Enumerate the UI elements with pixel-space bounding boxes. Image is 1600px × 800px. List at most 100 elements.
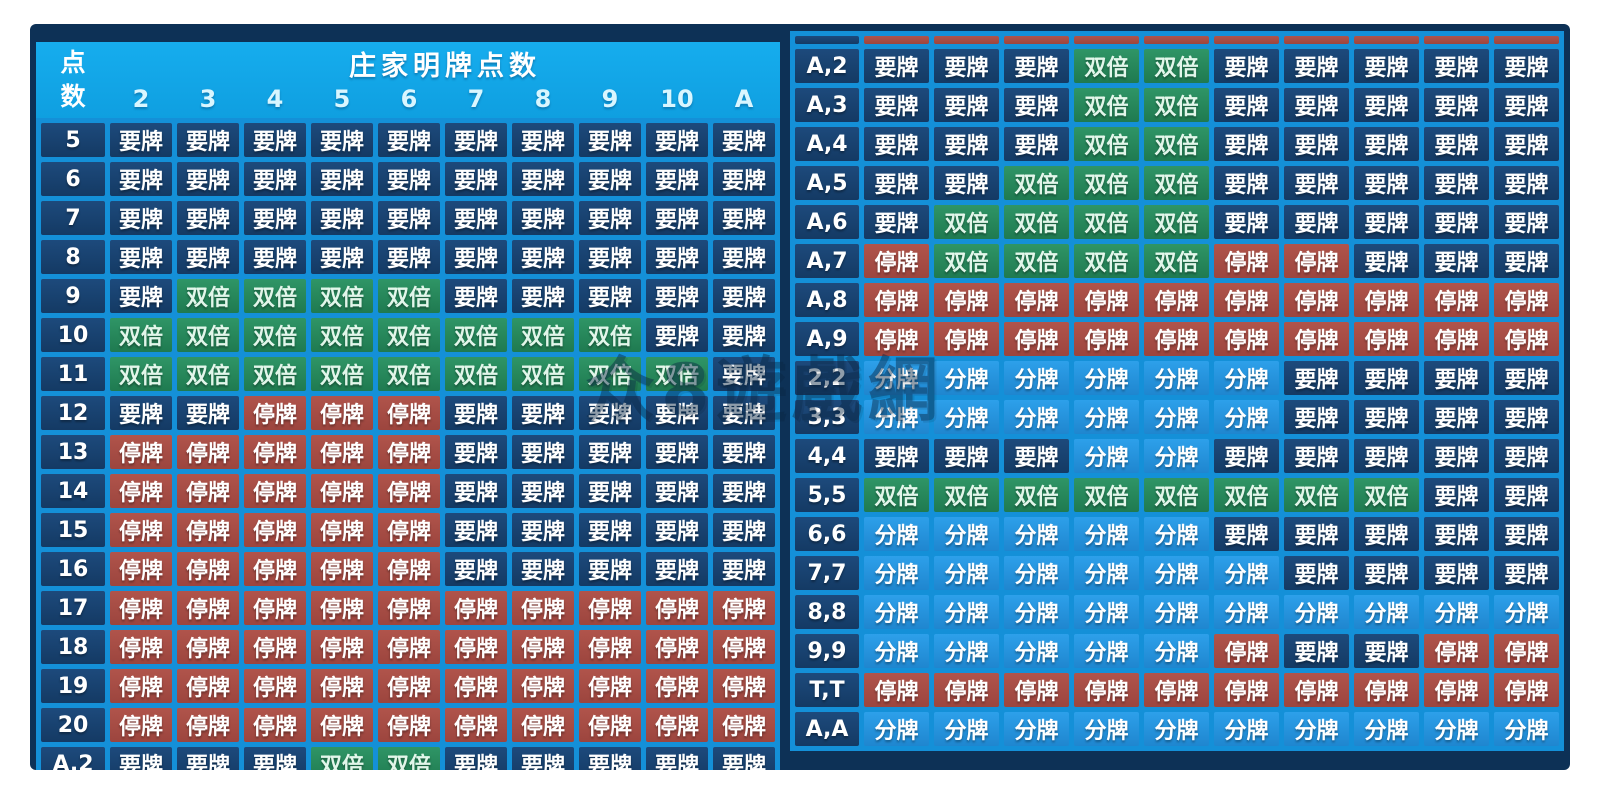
dealer-header-area: 庄家明牌点数 2 3 4 5 6 7 8 9 10 A xyxy=(110,42,780,118)
strategy-cell-double: 双倍 xyxy=(1074,244,1139,278)
strategy-cell-double: 双倍 xyxy=(378,357,440,391)
strategy-row: A,7 停牌 双倍 双倍 双倍 双倍 停牌 停牌 要牌 要牌 要牌 xyxy=(795,244,1559,278)
hand-label: 3,3 xyxy=(795,400,859,434)
strategy-row: 20 停牌 停牌 停牌 停牌 停牌 停牌 停牌 停牌 停牌 停牌 xyxy=(41,708,775,742)
strategy-cell-stand: 停牌 xyxy=(646,669,708,703)
strategy-cell-split: 分牌 xyxy=(864,556,929,590)
strategy-cell-hit: 要牌 xyxy=(512,279,574,313)
strategy-cell-hit: 要牌 xyxy=(864,49,929,83)
strategy-cell-double: 双倍 xyxy=(311,279,373,313)
strategy-cell-stand xyxy=(1214,36,1279,44)
strategy-cell-stand: 停牌 xyxy=(110,630,172,664)
hand-label: 8,8 xyxy=(795,595,859,629)
strategy-cell-stand: 停牌 xyxy=(1354,673,1419,707)
strategy-cell-split: 分牌 xyxy=(1214,361,1279,395)
strategy-cell-double: 双倍 xyxy=(1144,166,1209,200)
strategy-cell-hit: 要牌 xyxy=(1494,205,1559,239)
strategy-cell-stand: 停牌 xyxy=(378,708,440,742)
strategy-cell-double: 双倍 xyxy=(1144,88,1209,122)
hand-label: A,8 xyxy=(795,283,859,317)
strategy-cell-split: 分牌 xyxy=(864,361,929,395)
hand-label: A,7 xyxy=(795,244,859,278)
strategy-cell-hit: 要牌 xyxy=(110,279,172,313)
strategy-cell-hit: 要牌 xyxy=(512,513,574,547)
strategy-cell-stand: 停牌 xyxy=(1144,283,1209,317)
dealer-upcard-value: 2 xyxy=(132,85,150,113)
strategy-cell-hit: 要牌 xyxy=(646,201,708,235)
strategy-cell-hit: 要牌 xyxy=(512,201,574,235)
strategy-cell-hit: 要牌 xyxy=(1354,400,1419,434)
strategy-cell-hit: 要牌 xyxy=(1354,205,1419,239)
strategy-cell-stand: 停牌 xyxy=(1214,634,1279,668)
strategy-cell-hit: 要牌 xyxy=(445,435,507,469)
strategy-cell-stand xyxy=(1354,36,1419,44)
strategy-row: A,2 要牌 要牌 要牌 双倍 双倍 要牌 要牌 要牌 要牌 要牌 xyxy=(41,747,775,770)
strategy-cell-hit: 要牌 xyxy=(1494,127,1559,161)
strategy-cell-hit: 要牌 xyxy=(1004,49,1069,83)
strategy-row: 8 要牌 要牌 要牌 要牌 要牌 要牌 要牌 要牌 要牌 要牌 xyxy=(41,240,775,274)
strategy-cell-hit: 要牌 xyxy=(1354,88,1419,122)
strategy-cell-double: 双倍 xyxy=(244,318,306,352)
strategy-cell-hit: 要牌 xyxy=(1424,49,1489,83)
strategy-cell-hit: 要牌 xyxy=(244,201,306,235)
strategy-cell-stand: 停牌 xyxy=(110,474,172,508)
strategy-cell-hit: 要牌 xyxy=(713,747,775,770)
strategy-cell-hit: 要牌 xyxy=(1494,49,1559,83)
strategy-cell-hit: 要牌 xyxy=(579,435,641,469)
hand-label: A,4 xyxy=(795,127,859,161)
strategy-cell-hit: 要牌 xyxy=(177,201,239,235)
strategy-cell-hit: 要牌 xyxy=(512,552,574,586)
strategy-cell-double: 双倍 xyxy=(934,244,999,278)
strategy-cell-hit: 要牌 xyxy=(1424,400,1489,434)
hard-totals-grid: 5 要牌 要牌 要牌 要牌 要牌 要牌 要牌 要牌 要牌 要牌 6 要牌 要牌 要牌 要牌 要牌 要牌 要牌 要牌 要牌… xyxy=(36,118,780,770)
strategy-cell-hit: 要牌 xyxy=(1214,88,1279,122)
strategy-cell-stand: 停牌 xyxy=(512,669,574,703)
strategy-cell-stand: 停牌 xyxy=(311,591,373,625)
strategy-cell-hit: 要牌 xyxy=(1004,439,1069,473)
blackjack-strategy-chart: 点数 庄家明牌点数 2 3 4 5 6 7 8 9 10 A 5 要牌 要牌 要牌 要牌 要牌 要牌 要牌 要牌要… xyxy=(30,24,1570,770)
strategy-cell-hit: 要牌 xyxy=(934,166,999,200)
strategy-cell-stand: 停牌 xyxy=(1354,322,1419,356)
strategy-cell-split: 分牌 xyxy=(864,595,929,629)
hand-label: 7,7 xyxy=(795,556,859,590)
strategy-cell-stand: 停牌 xyxy=(1424,673,1489,707)
dealer-upcard-title: 庄家明牌点数 xyxy=(349,51,541,82)
strategy-row: 7,7 分牌 分牌 分牌 分牌 分牌 分牌 要牌 要牌 要牌 要牌 xyxy=(795,556,1559,590)
strategy-cell-hit: 要牌 xyxy=(1354,127,1419,161)
strategy-row: 15 停牌 停牌 停牌 停牌 停牌 要牌 要牌 要牌 要牌 要牌 xyxy=(41,513,775,547)
strategy-cell-double: 双倍 xyxy=(244,279,306,313)
strategy-cell-hit: 要牌 xyxy=(713,240,775,274)
strategy-cell-hit: 要牌 xyxy=(110,240,172,274)
strategy-cell-double: 双倍 xyxy=(177,318,239,352)
strategy-cell-hit: 要牌 xyxy=(1214,166,1279,200)
strategy-cell-hit: 要牌 xyxy=(1214,127,1279,161)
strategy-cell-double: 双倍 xyxy=(177,279,239,313)
strategy-cell-stand: 停牌 xyxy=(512,708,574,742)
strategy-cell-stand: 停牌 xyxy=(311,396,373,430)
strategy-cell-double: 双倍 xyxy=(311,357,373,391)
strategy-cell-hit: 要牌 xyxy=(311,123,373,157)
strategy-row: 6,6 分牌 分牌 分牌 分牌 分牌 要牌 要牌 要牌 要牌 要牌 xyxy=(795,517,1559,551)
strategy-cell-stand: 停牌 xyxy=(378,591,440,625)
strategy-cell-hit: 要牌 xyxy=(864,127,929,161)
strategy-cell-hit: 要牌 xyxy=(579,123,641,157)
strategy-cell-stand: 停牌 xyxy=(1284,673,1349,707)
hand-label: A,2 xyxy=(41,747,105,770)
hand-label: A,2 xyxy=(795,49,859,83)
strategy-cell-stand: 停牌 xyxy=(934,322,999,356)
strategy-cell-hit: 要牌 xyxy=(177,747,239,770)
hand-label: 19 xyxy=(41,669,105,703)
strategy-cell-double: 双倍 xyxy=(1074,166,1139,200)
hand-label: 20 xyxy=(41,708,105,742)
strategy-cell-double: 双倍 xyxy=(512,318,574,352)
hand-label: A,5 xyxy=(795,166,859,200)
strategy-cell-hit: 要牌 xyxy=(1424,478,1489,512)
strategy-cell-hit: 要牌 xyxy=(244,123,306,157)
strategy-cell-hit: 要牌 xyxy=(1494,439,1559,473)
strategy-cell-split: 分牌 xyxy=(934,712,999,746)
strategy-cell-double: 双倍 xyxy=(1144,244,1209,278)
strategy-cell-stand: 停牌 xyxy=(713,591,775,625)
strategy-cell-hit: 要牌 xyxy=(311,162,373,196)
strategy-cell-hit: 要牌 xyxy=(445,513,507,547)
strategy-cell-split: 分牌 xyxy=(1074,400,1139,434)
